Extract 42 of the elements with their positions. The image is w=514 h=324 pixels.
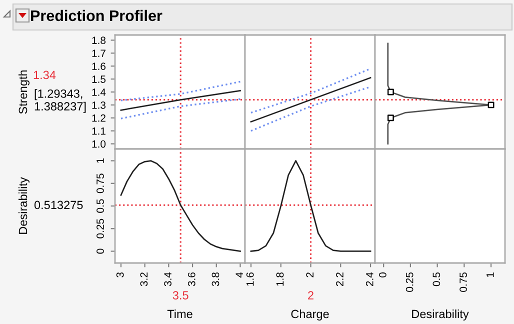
y-tick-label: 0	[96, 248, 104, 254]
x-axis-title: Charge	[291, 309, 329, 321]
y-tick-label: 1.8	[92, 36, 106, 44]
y-axis-title: Desirability	[18, 177, 30, 234]
x-tick-label: 2	[306, 272, 314, 278]
y-axis-title: Strength	[18, 70, 30, 114]
x-tick-label: 2.2	[336, 272, 344, 286]
ref-line-label: 3.5	[172, 291, 188, 300]
y-tick-label: 1.7	[92, 50, 106, 57]
x-tick-label: 1.8	[276, 272, 284, 286]
x-axis-title: Time	[167, 309, 192, 318]
x-tick-label: 3.8	[212, 272, 220, 286]
y-tick-label: 1.6	[92, 62, 106, 70]
x-tick-label: 3.4	[164, 272, 172, 286]
x-tick-label: 1	[486, 272, 494, 278]
x-tick-label: 3.2	[140, 272, 148, 286]
y-tick-label: 1.4	[92, 88, 106, 96]
y-tick-label: 1.3	[92, 101, 106, 109]
text: [1.29343, 1.388237]	[34, 89, 86, 113]
ref-line-label: 1.34	[34, 70, 56, 80]
chart-title: Prediction Profiler	[31, 10, 162, 22]
y-tick-label: 1	[96, 158, 104, 163]
y-tick-label: 1.5	[92, 76, 106, 83]
y-tick-label: 1.2	[92, 114, 106, 122]
x-tick-label: 0.25	[406, 272, 414, 292]
x-axis-title: Desirability	[412, 309, 469, 321]
x-tick-label: 4	[236, 272, 243, 278]
line-series	[120, 160, 241, 252]
x-tick-label: 0.75	[460, 272, 467, 292]
x-tick-label: 1.6	[246, 272, 254, 286]
x-tick-label: 3	[116, 272, 124, 278]
ref-line-label: 2	[308, 291, 314, 300]
y-tick-label: 0.5	[96, 199, 104, 213]
x-tick-label: 0	[379, 272, 386, 278]
x-tick-label: 0.5	[432, 272, 440, 286]
y-tick-label: 1.1	[92, 127, 106, 135]
y-tick-label: 1.0	[92, 140, 106, 148]
x-tick-label: 3.6	[188, 272, 196, 286]
y-tick-label: 0.25	[96, 218, 104, 238]
y-tick-label: 0.75	[96, 174, 104, 194]
x-tick-label: 2.4	[366, 272, 374, 286]
text: 0.513275	[34, 200, 83, 210]
